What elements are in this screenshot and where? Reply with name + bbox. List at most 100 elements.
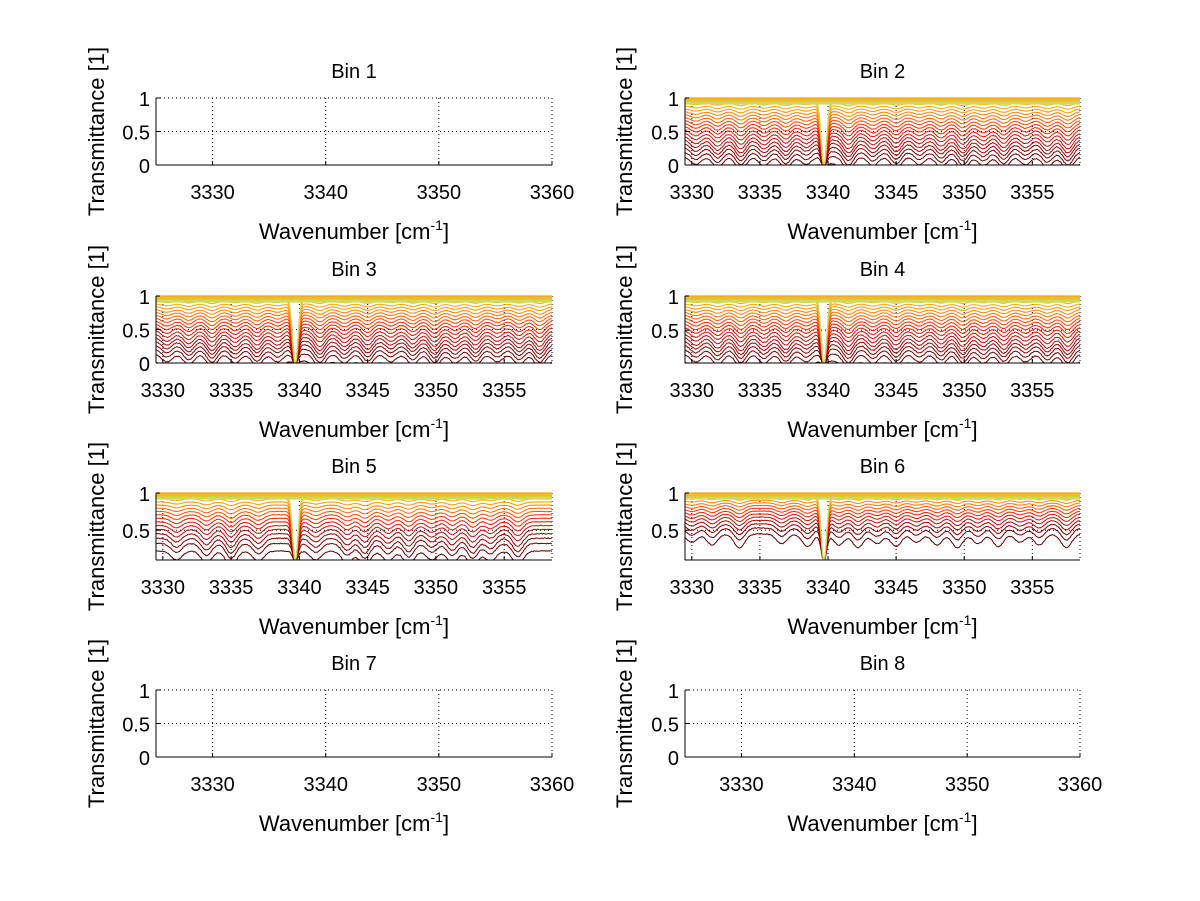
x-tick-label: 3350	[942, 577, 987, 599]
x-tick-label: 3340	[303, 774, 348, 796]
y-tick-label: 0	[139, 748, 150, 770]
x-axis-label-end: ]	[971, 614, 977, 639]
series-line	[685, 507, 1080, 560]
series-line	[156, 501, 552, 560]
series-line	[156, 528, 552, 560]
series-line	[156, 323, 552, 363]
series-line	[685, 344, 1080, 363]
x-tick-label: 3350	[417, 774, 462, 796]
x-axis-label-end: ]	[971, 811, 977, 836]
x-tick-label: 3345	[874, 577, 919, 599]
x-axis-label-end: ]	[443, 417, 449, 442]
x-axis-label: Wavenumber [cm-1]	[787, 415, 977, 442]
subplot-bin-3: Bin 3 3330 3335 3340 3345 3350 3355 0 0.5 1 Wavenu…	[84, 245, 553, 442]
x-tick-label: 3330	[719, 774, 764, 796]
series-line	[156, 521, 552, 560]
series-line	[685, 516, 1080, 560]
series-line	[685, 151, 1080, 165]
y-axis-label: Transmittance [1]	[84, 245, 109, 414]
series-line	[156, 537, 552, 560]
x-axis-label-superscript: -1	[431, 415, 444, 431]
y-axis-label: Transmittance [1]	[612, 47, 637, 216]
x-tick-label: 3350	[942, 182, 987, 204]
x-axis-label-text: Wavenumber [cm	[787, 811, 959, 836]
y-tick-label: 1	[668, 484, 679, 506]
x-axis-label-end: ]	[443, 811, 449, 836]
series-line	[156, 510, 552, 560]
series-line	[156, 524, 552, 560]
series-line	[685, 146, 1080, 165]
series-line	[685, 348, 1080, 363]
subplot-bin-8: Bin 8 3330 3340 3350 3360 0 0.5 1 Wavenumber [cm…	[612, 639, 1102, 836]
series-line	[685, 306, 1080, 363]
x-tick-label: 3355	[1010, 380, 1055, 402]
series-line	[156, 314, 552, 363]
x-axis-label-end: ]	[443, 219, 449, 244]
x-tick-label: 3350	[945, 774, 990, 796]
y-tick-label: 0	[668, 156, 679, 178]
series-line	[685, 330, 1080, 363]
x-tick-label: 3350	[414, 577, 459, 599]
x-tick-label: 3345	[874, 182, 919, 204]
y-tick-label: 0	[139, 156, 150, 178]
x-axis-label: Wavenumber [cm-1]	[259, 415, 449, 442]
series-line	[685, 533, 1080, 560]
y-tick-label: 0.5	[651, 321, 679, 343]
subplot-bin-5: Bin 5 3330 3335 3340 3345 3350 3355 0.5 1 Wavenum…	[84, 442, 553, 639]
x-tick-label: 3335	[209, 577, 254, 599]
x-axis-label-superscript: -1	[959, 415, 972, 431]
subplot-title: Bin 4	[860, 259, 906, 281]
x-tick-label: 3350	[942, 380, 987, 402]
series-line	[685, 323, 1080, 363]
subplot-title: Bin 7	[331, 653, 377, 675]
series-line	[685, 523, 1080, 560]
series-line	[685, 113, 1080, 165]
x-tick-label: 3350	[417, 182, 462, 204]
series-line	[156, 317, 552, 363]
x-axis-label-text: Wavenumber [cm	[259, 811, 431, 836]
series-line	[156, 329, 552, 363]
x-tick-label: 3360	[1058, 774, 1103, 796]
y-tick-label: 1	[668, 681, 679, 703]
series-line	[685, 513, 1080, 560]
series-line	[685, 317, 1080, 363]
series-line	[685, 132, 1080, 165]
series-line	[685, 311, 1080, 363]
series-line	[685, 119, 1080, 165]
x-tick-label: 3340	[806, 380, 851, 402]
series-group	[685, 295, 1080, 363]
series-line	[685, 156, 1080, 165]
x-axis-label-text: Wavenumber [cm	[787, 614, 959, 639]
series-line	[685, 504, 1080, 560]
series-line	[685, 519, 1080, 560]
y-tick-label: 1	[139, 89, 150, 111]
series-group	[156, 295, 552, 363]
x-axis-label-text: Wavenumber [cm	[787, 219, 959, 244]
series-line	[685, 303, 1080, 363]
x-axis-label: Wavenumber [cm-1]	[787, 612, 977, 639]
subplot-bin-7: Bin 7 3330 3340 3350 3360 0 0.5 1 Wavenumber [cm…	[84, 639, 574, 836]
x-axis-label: Wavenumber [cm-1]	[259, 217, 449, 244]
y-axis-label: Transmittance [1]	[84, 442, 109, 611]
x-tick-label: 3340	[303, 182, 348, 204]
x-tick-label: 3355	[1010, 577, 1055, 599]
series-line	[156, 514, 552, 560]
series-line	[685, 314, 1080, 363]
y-tick-label: 0.5	[122, 521, 150, 543]
y-tick-label: 0.5	[651, 715, 679, 737]
series-line	[685, 340, 1080, 363]
series-line	[685, 309, 1080, 363]
series-line	[156, 340, 552, 363]
series-line	[685, 108, 1080, 165]
subplot-title: Bin 1	[331, 61, 377, 83]
y-tick-label: 0.5	[651, 123, 679, 145]
x-axis-label-end: ]	[443, 614, 449, 639]
x-tick-label: 3330	[190, 182, 235, 204]
series-group	[685, 492, 1080, 560]
series-line	[685, 135, 1080, 165]
subplot-bin-4: Bin 4 3330 3335 3340 3345 3350 3355 0.5 1 Wavenum…	[612, 245, 1081, 442]
x-tick-label: 3330	[141, 577, 186, 599]
series-line	[685, 142, 1080, 165]
series-line	[156, 333, 552, 363]
series-line	[156, 348, 552, 363]
